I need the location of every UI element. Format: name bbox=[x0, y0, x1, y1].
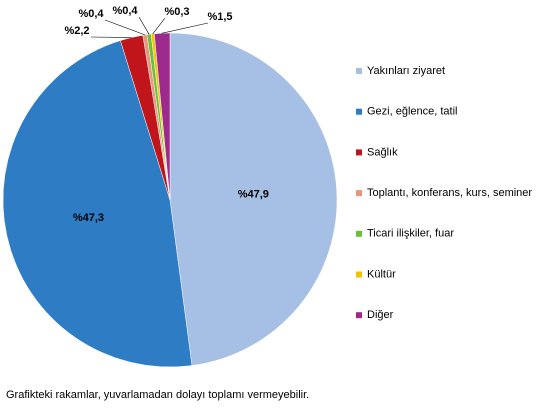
footnote: Grafikteki rakamlar, yuvarlamadan dolayı… bbox=[6, 389, 309, 401]
legend-label: Toplantı, konferans, kurs, seminer bbox=[367, 187, 532, 199]
legend-swatch bbox=[356, 149, 362, 155]
legend-swatch bbox=[356, 190, 362, 196]
value-label: %0,4 bbox=[112, 5, 138, 17]
legend-swatch bbox=[356, 231, 362, 237]
legend-label: Diğer bbox=[367, 309, 394, 321]
legend-label: Gezi, eğlence, tatil bbox=[367, 106, 458, 118]
legend-label: Kültür bbox=[367, 268, 396, 280]
value-label: %0,4 bbox=[78, 8, 104, 20]
legend-label: Sağlık bbox=[367, 146, 398, 158]
value-label: %2,2 bbox=[64, 25, 89, 37]
value-label: %1,5 bbox=[207, 11, 232, 23]
value-label: %0,3 bbox=[164, 6, 189, 18]
legend-label: Ticari ilişkiler, fuar bbox=[367, 228, 454, 240]
legend-swatch bbox=[356, 272, 362, 278]
legend-swatch bbox=[356, 109, 362, 115]
legend-swatch bbox=[356, 68, 362, 74]
legend-swatch bbox=[356, 312, 362, 318]
value-label: %47,3 bbox=[73, 212, 104, 224]
value-label: %47,9 bbox=[238, 188, 269, 200]
legend-label: Yakınları ziyaret bbox=[367, 65, 445, 77]
